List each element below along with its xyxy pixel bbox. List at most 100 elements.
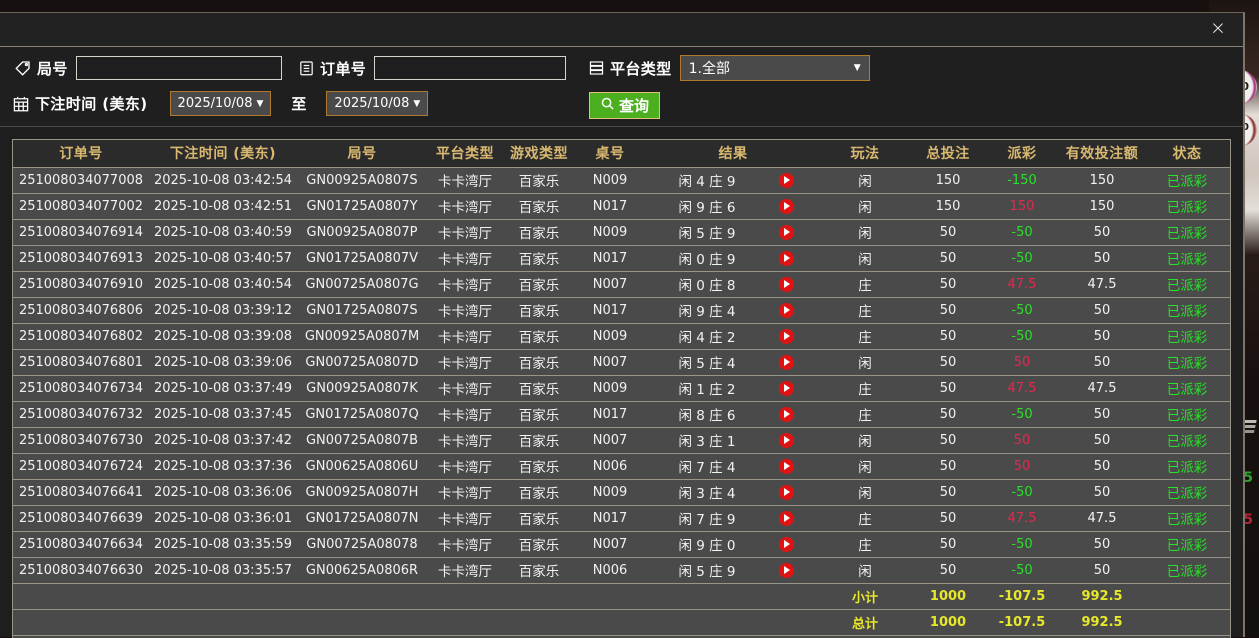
query-button[interactable]: 查询 bbox=[589, 92, 660, 119]
order-no-input[interactable] bbox=[374, 56, 566, 80]
table-header-cell-2[interactable]: 局号 bbox=[297, 140, 427, 167]
cell-valid-bet: 50 bbox=[1057, 323, 1147, 349]
cell-round-no: GN00625A0806U bbox=[297, 453, 427, 479]
cell-payout: 47.5 bbox=[987, 271, 1057, 297]
play-replay-icon[interactable] bbox=[779, 199, 794, 214]
play-replay-icon[interactable] bbox=[779, 303, 794, 318]
table-header-cell-6[interactable]: 结果 bbox=[645, 140, 821, 167]
play-replay-icon[interactable] bbox=[779, 329, 794, 344]
cell-total-bet: 50 bbox=[909, 297, 987, 323]
summary-blank-cell bbox=[503, 583, 575, 609]
bet-time-to-value: 2025/10/08 bbox=[334, 96, 409, 111]
result-text: 闲 3 庄 4 bbox=[645, 482, 751, 502]
list-icon bbox=[588, 59, 605, 77]
cell-valid-bet: 50 bbox=[1057, 453, 1147, 479]
table-header-cell-10[interactable]: 有效投注额 bbox=[1057, 140, 1147, 167]
cell-valid-bet: 50 bbox=[1057, 557, 1147, 583]
play-replay-icon[interactable] bbox=[779, 563, 794, 578]
cell-valid-bet: 47.5 bbox=[1057, 375, 1147, 401]
cell-table-no: N009 bbox=[575, 375, 645, 401]
table-header-cell-1[interactable]: 下注时间 (美东) bbox=[149, 140, 297, 167]
play-replay-icon[interactable] bbox=[779, 537, 794, 552]
table-header-cell-5[interactable]: 桌号 bbox=[575, 140, 645, 167]
play-replay-icon[interactable] bbox=[779, 355, 794, 370]
table-header-cell-9[interactable]: 派彩 bbox=[987, 140, 1057, 167]
cell-round-no: GN01725A0807Y bbox=[297, 193, 427, 219]
play-replay-icon[interactable] bbox=[779, 381, 794, 396]
cell-play-type: 庄 bbox=[821, 531, 909, 557]
play-replay-icon[interactable] bbox=[779, 433, 794, 448]
cell-order-no: 251008034076913 bbox=[13, 245, 149, 271]
play-replay-icon[interactable] bbox=[779, 225, 794, 240]
table-header-cell-12[interactable]: 游戏模式 bbox=[1227, 140, 1231, 167]
cell-platform-type: 卡卡湾厅 bbox=[427, 401, 503, 427]
cell-platform-type: 卡卡湾厅 bbox=[427, 375, 503, 401]
play-replay-icon[interactable] bbox=[779, 485, 794, 500]
table-header-cell-0[interactable]: 订单号 bbox=[13, 140, 149, 167]
filter-bar: 局号 订单号 bbox=[0, 47, 1243, 127]
cell-round-no: GN00925A0807H bbox=[297, 479, 427, 505]
cell-bet-time: 2025-10-08 03:40:57 bbox=[149, 245, 297, 271]
cell-result: 闲 0 庄 9 bbox=[645, 245, 821, 271]
cell-table-no: N017 bbox=[575, 245, 645, 271]
play-replay-icon[interactable] bbox=[779, 277, 794, 292]
cell-game-mode: 多台 bbox=[1227, 427, 1231, 453]
query-button-label: 查询 bbox=[619, 95, 649, 116]
round-no-input[interactable] bbox=[76, 56, 282, 80]
cell-play-type: 闲 bbox=[821, 245, 909, 271]
chevron-down-icon: ▼ bbox=[413, 99, 420, 109]
cell-game-mode: 多台 bbox=[1227, 323, 1231, 349]
bet-time-from-picker[interactable]: 2025/10/08 ▼ bbox=[170, 91, 272, 116]
table-header-cell-4[interactable]: 游戏类型 bbox=[503, 140, 575, 167]
cell-platform-type: 卡卡湾厅 bbox=[427, 219, 503, 245]
cell-play-type: 闲 bbox=[821, 167, 909, 193]
cell-game-type: 百家乐 bbox=[503, 323, 575, 349]
table-header-cell-3[interactable]: 平台类型 bbox=[427, 140, 503, 167]
bet-records-table-wrapper[interactable]: 订单号下注时间 (美东)局号平台类型游戏类型桌号结果玩法总投注派彩有效投注额状态… bbox=[12, 139, 1231, 638]
cell-game-type: 百家乐 bbox=[503, 505, 575, 531]
summary-payout: -107.5 bbox=[987, 583, 1057, 609]
cell-status: 已派彩 bbox=[1147, 453, 1227, 479]
summary-blank-cell bbox=[575, 583, 645, 609]
play-replay-icon[interactable] bbox=[779, 459, 794, 474]
result-text: 闲 5 庄 9 bbox=[645, 560, 751, 580]
cell-game-mode: 多台 bbox=[1227, 219, 1231, 245]
close-icon[interactable]: × bbox=[1205, 15, 1231, 41]
cell-total-bet: 150 bbox=[909, 167, 987, 193]
cell-bet-time: 2025-10-08 03:37:36 bbox=[149, 453, 297, 479]
table-header-cell-8[interactable]: 总投注 bbox=[909, 140, 987, 167]
clipboard-icon bbox=[298, 59, 315, 77]
platform-type-select[interactable]: 1.全部 ▼ bbox=[680, 55, 870, 81]
play-replay-icon[interactable] bbox=[779, 407, 794, 422]
cell-payout: -50 bbox=[987, 297, 1057, 323]
cell-play-type: 庄 bbox=[821, 323, 909, 349]
cell-play-type: 闲 bbox=[821, 479, 909, 505]
bet-time-to-picker[interactable]: 2025/10/08 ▼ bbox=[326, 91, 428, 116]
cell-bet-time: 2025-10-08 03:39:06 bbox=[149, 349, 297, 375]
table-header-cell-11[interactable]: 状态 bbox=[1147, 140, 1227, 167]
play-replay-icon[interactable] bbox=[779, 173, 794, 188]
cell-table-no: N007 bbox=[575, 271, 645, 297]
play-replay-icon[interactable] bbox=[779, 511, 794, 526]
summary-blank-cell bbox=[645, 609, 821, 635]
cell-round-no: GN00925A0807K bbox=[297, 375, 427, 401]
table-header-cell-7[interactable]: 玩法 bbox=[821, 140, 909, 167]
cell-order-no: 251008034076634 bbox=[13, 531, 149, 557]
play-replay-icon[interactable] bbox=[779, 251, 794, 266]
